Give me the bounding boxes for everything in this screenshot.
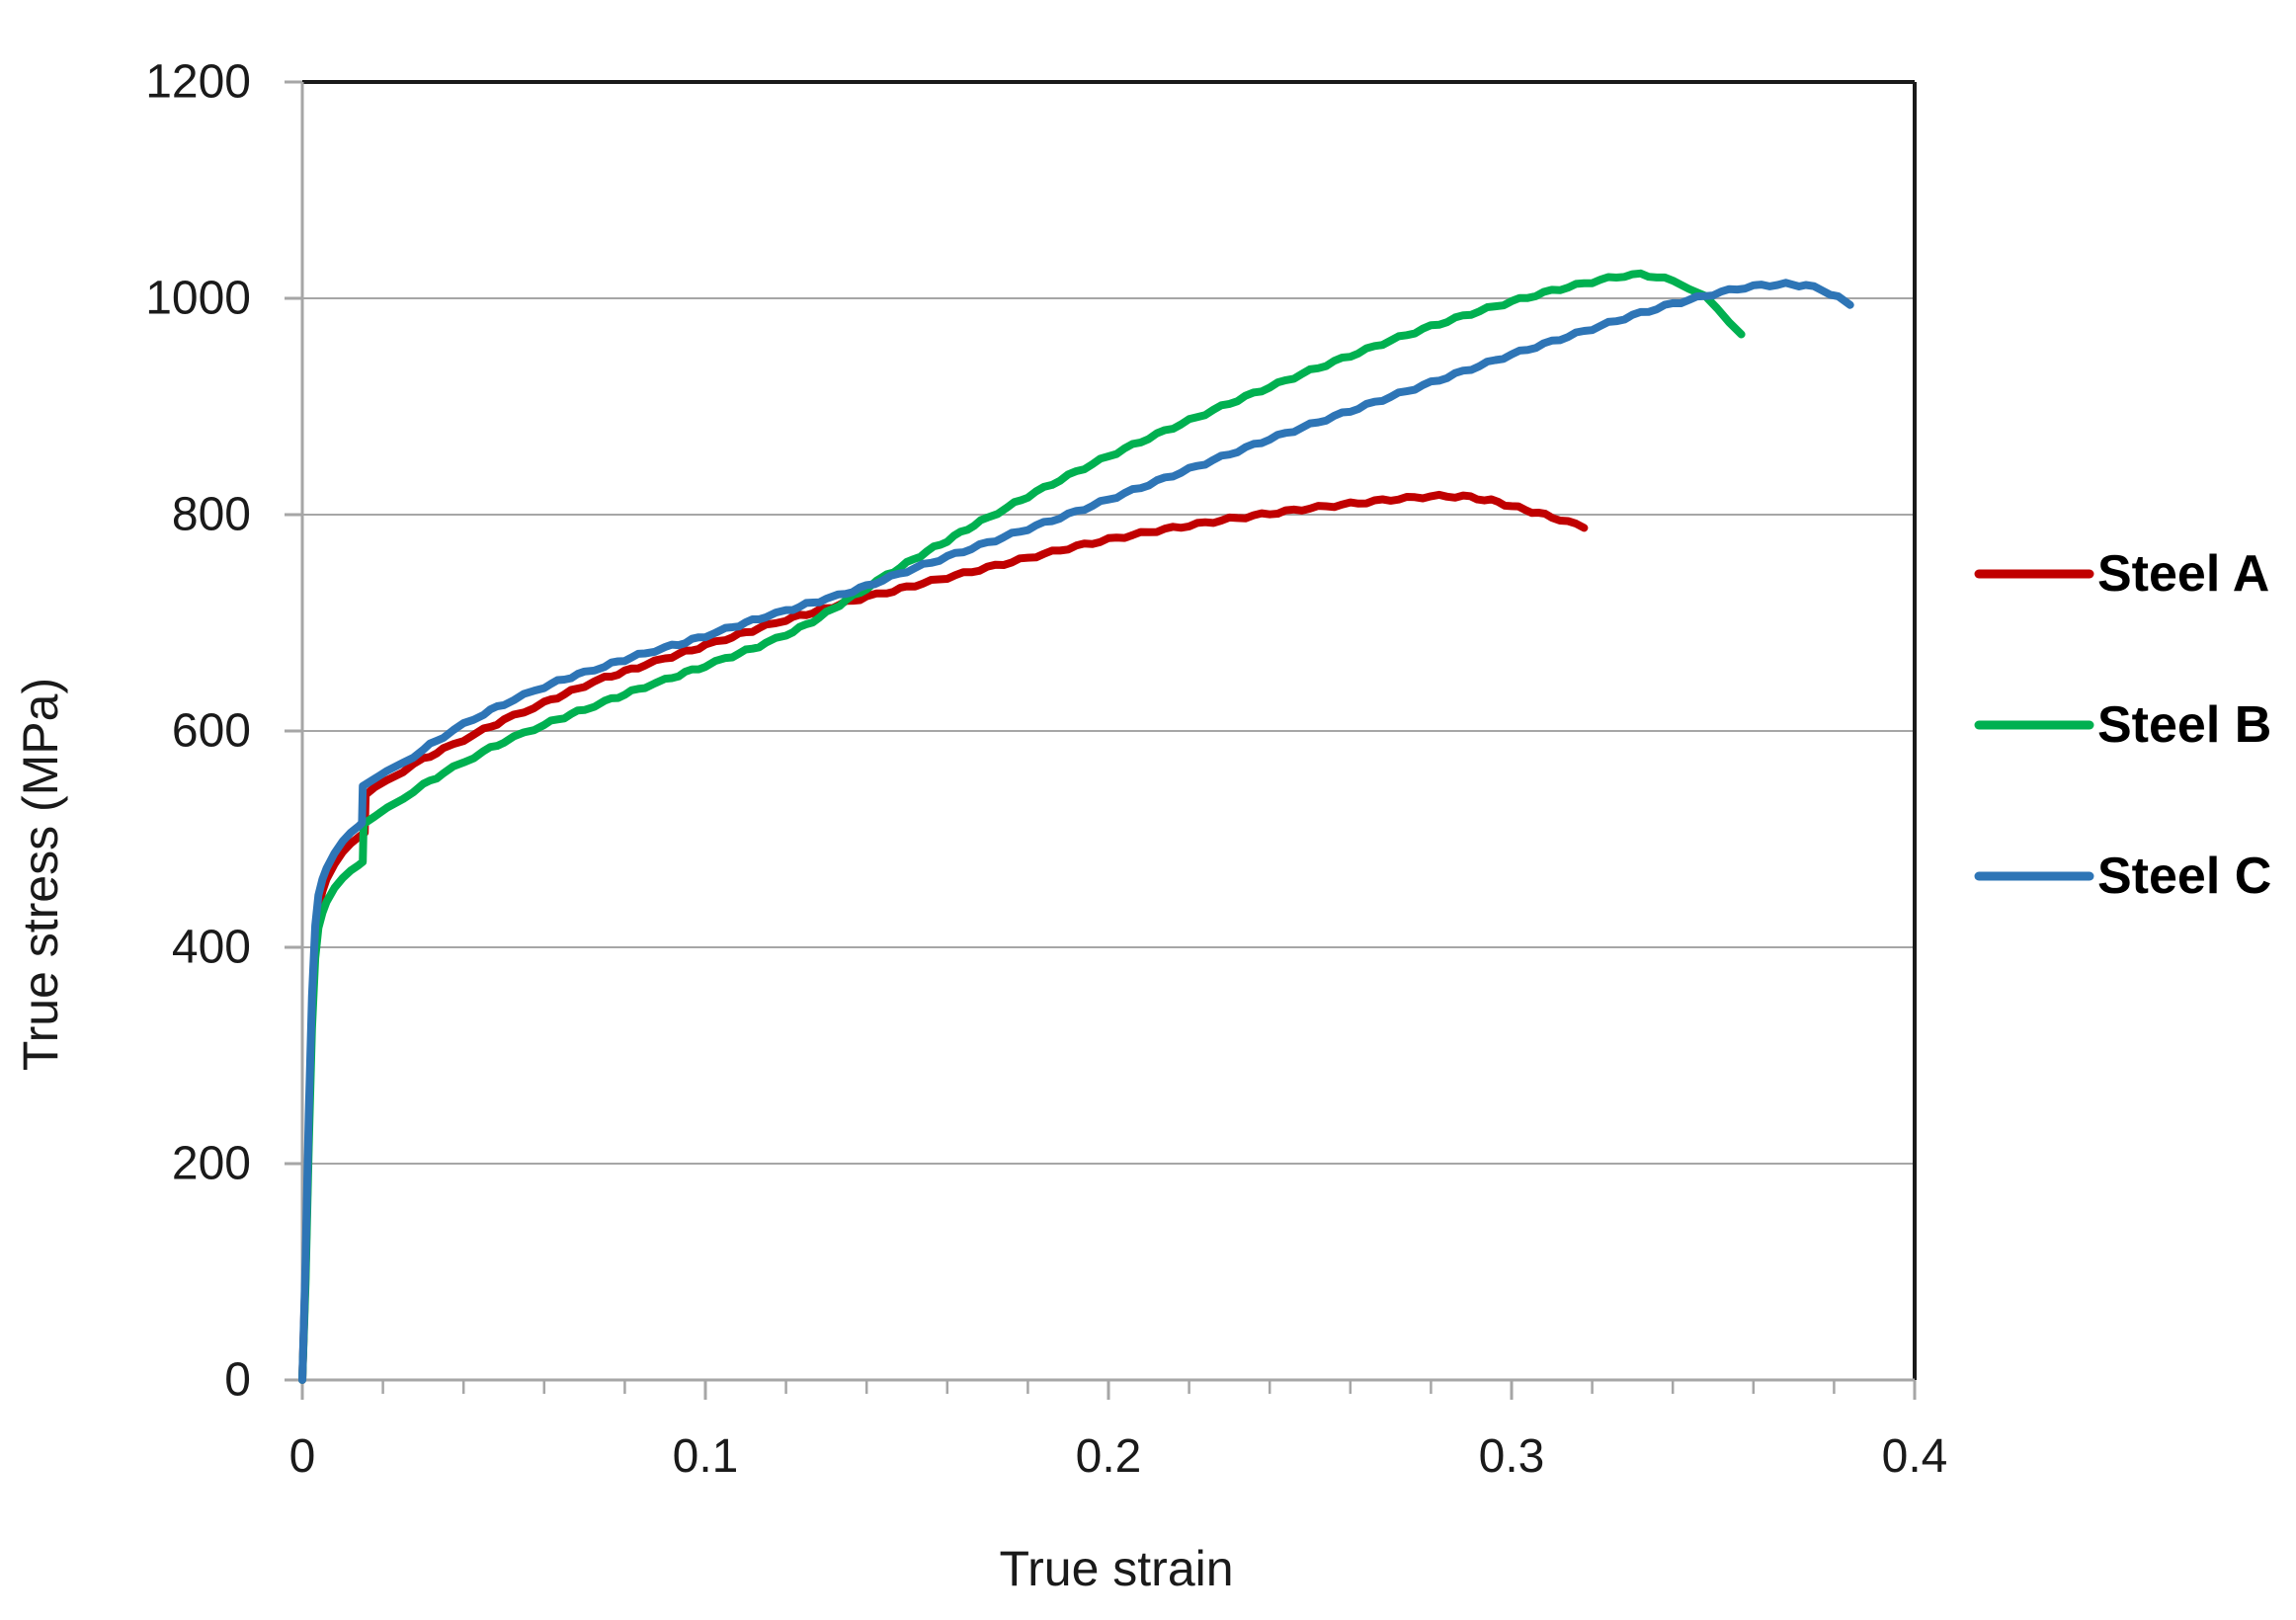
y-tick-label: 0: [224, 1354, 251, 1407]
x-tick-label: 0.3: [1479, 1430, 1545, 1483]
y-tick-label: 1200: [145, 56, 251, 109]
y-tick-label: 400: [172, 922, 251, 974]
gridlines: [302, 80, 1915, 1165]
legend-item-steel-a: Steel A: [1974, 545, 2269, 603]
x-tick-label: 0.2: [1076, 1430, 1142, 1483]
legend-label: Steel C: [2097, 848, 2271, 905]
series-steel-c: [298, 279, 1854, 1384]
y-tick-label: 800: [172, 489, 251, 541]
y-tick-label: 1000: [145, 273, 251, 325]
legend: Steel A Steel B Steel C: [1974, 545, 2271, 905]
legend-item-steel-c: Steel C: [1974, 848, 2271, 905]
series-steel-b: [298, 269, 1746, 1384]
y-axis-title: True stress (MPa): [13, 678, 68, 1071]
y-tick-label: 200: [172, 1138, 251, 1190]
x-axis-title: True strain: [999, 1541, 1233, 1596]
legend-label: Steel B: [2097, 696, 2271, 754]
tick-labels: 0 200 400 600 800 1000 1200 0 0.1 0.2 0.3 0.4: [145, 56, 1947, 1484]
data-series: [298, 269, 1854, 1384]
x-tick-label: 0.4: [1882, 1430, 1948, 1483]
x-tick-label: 0: [289, 1430, 316, 1483]
series-steel-a: [298, 490, 1589, 1384]
legend-label: Steel A: [2097, 545, 2269, 603]
legend-item-steel-b: Steel B: [1974, 696, 2271, 754]
axes: [285, 80, 1917, 1400]
y-tick-label: 600: [172, 705, 251, 758]
x-tick-label: 0.1: [673, 1430, 739, 1483]
